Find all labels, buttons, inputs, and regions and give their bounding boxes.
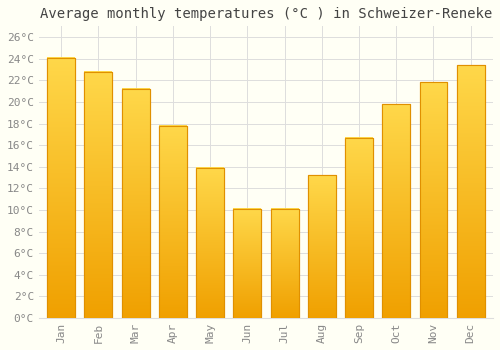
- Bar: [457, 65, 484, 318]
- Bar: [382, 104, 410, 318]
- Bar: [196, 168, 224, 318]
- Bar: [122, 89, 150, 318]
- Bar: [84, 72, 112, 318]
- Bar: [308, 175, 336, 318]
- Bar: [420, 83, 448, 318]
- Bar: [84, 72, 112, 318]
- Bar: [159, 126, 187, 318]
- Bar: [382, 104, 410, 318]
- Bar: [457, 65, 484, 318]
- Bar: [308, 175, 336, 318]
- Bar: [420, 83, 448, 318]
- Bar: [345, 138, 373, 318]
- Bar: [234, 209, 262, 318]
- Bar: [345, 138, 373, 318]
- Bar: [234, 209, 262, 318]
- Title: Average monthly temperatures (°C ) in Schweizer-Reneke: Average monthly temperatures (°C ) in Sc…: [40, 7, 492, 21]
- Bar: [270, 209, 298, 318]
- Bar: [159, 126, 187, 318]
- Bar: [122, 89, 150, 318]
- Bar: [47, 58, 75, 318]
- Bar: [47, 58, 75, 318]
- Bar: [270, 209, 298, 318]
- Bar: [196, 168, 224, 318]
